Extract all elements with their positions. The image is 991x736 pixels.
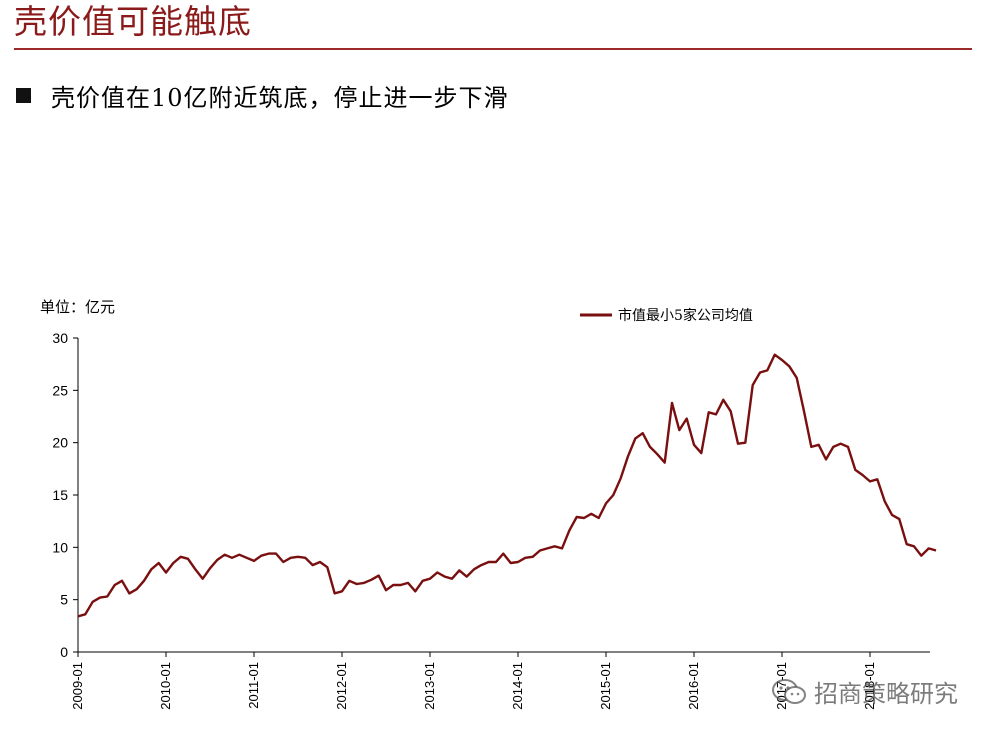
title-divider (14, 48, 972, 50)
y-tick-label: 20 (52, 435, 68, 451)
bullet-point: 壳价值在10亿附近筑底，停止进一步下滑 (16, 78, 509, 113)
x-tick-label: 2018-01 (862, 662, 877, 710)
x-tick-label: 2009-01 (70, 662, 85, 710)
unit-label: 单位：亿元 (40, 298, 116, 316)
x-tick-label: 2015-01 (598, 662, 613, 710)
y-tick-label: 10 (52, 539, 68, 555)
y-tick-label: 5 (60, 592, 68, 608)
y-tick-label: 15 (52, 487, 68, 503)
x-tick-label: 2010-01 (158, 662, 173, 710)
y-tick-label: 0 (60, 644, 68, 660)
x-tick-label: 2011-01 (246, 662, 261, 709)
y-tick-label: 25 (52, 382, 68, 398)
slide-title: 壳价值可能触底 (14, 2, 252, 41)
x-tick-label: 2016-01 (686, 662, 701, 710)
bullet-square-icon (16, 88, 31, 103)
wechat-icon (772, 678, 806, 704)
legend-label: 市值最小5家公司均值 (618, 307, 753, 324)
series-line (77, 353, 937, 618)
x-tick-label: 2012-01 (334, 662, 349, 710)
watermark: 招商策略研究 (770, 674, 958, 709)
x-tick-label: 2014-01 (510, 662, 525, 710)
watermark-text: 招商策略研究 (814, 680, 958, 708)
bullet-text: 壳价值在10亿附近筑底，停止进一步下滑 (51, 84, 509, 112)
x-tick-label: 2013-01 (422, 662, 437, 710)
y-tick-label: 30 (52, 330, 68, 346)
